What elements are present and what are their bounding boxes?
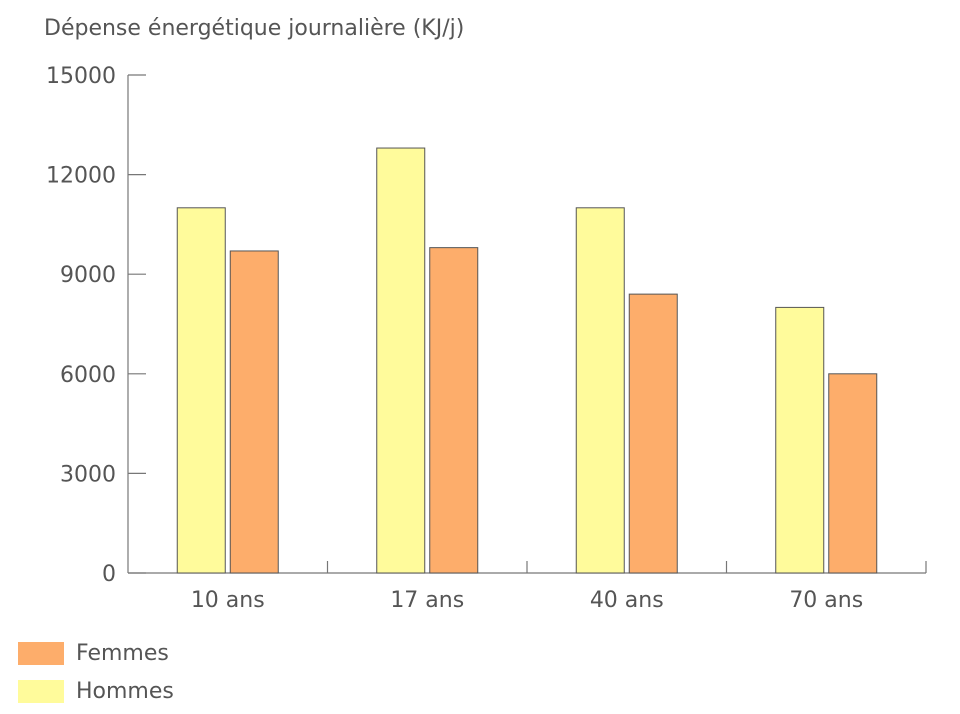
bar-hommes-10-ans [176,207,226,574]
legend: Femmes Hommes [18,634,174,710]
y-tick-label-9000: 9000 [60,263,116,288]
legend-item-hommes: Hommes [18,672,174,710]
bar-femmes-40-ans [628,293,678,574]
bar-femmes-10-ans [229,250,279,574]
x-tick-label-17-ans: 17 ans [390,588,464,613]
y-tick-label-15000: 15000 [46,64,116,89]
bar-hommes-40-ans [575,207,625,574]
legend-label-femmes: Femmes [76,640,169,666]
bar-femmes-17-ans [429,247,479,574]
y-tick-label-6000: 6000 [60,363,116,388]
legend-label-hommes: Hommes [76,678,174,704]
legend-swatch-hommes [18,679,64,703]
bar-hommes-17-ans [376,147,426,574]
y-tick-label-0: 0 [102,562,116,587]
y-tick-label-12000: 12000 [46,164,116,189]
bar-femmes-70-ans [828,373,878,574]
y-tick-label-3000: 3000 [60,462,116,487]
y-axis-title: Dépense énergétique journalière (KJ/j) [44,16,465,41]
bar-chart: 0 3000 6000 9000 12000 15000 10 ans 17 ans 40 an… [46,64,927,613]
x-tick-label-10-ans: 10 ans [191,588,265,613]
legend-item-femmes: Femmes [18,634,174,672]
x-tick-label-70-ans: 70 ans [789,588,863,613]
x-tick-label-40-ans: 40 ans [590,588,664,613]
bar-hommes-70-ans [775,306,825,574]
legend-swatch-femmes [18,641,64,665]
